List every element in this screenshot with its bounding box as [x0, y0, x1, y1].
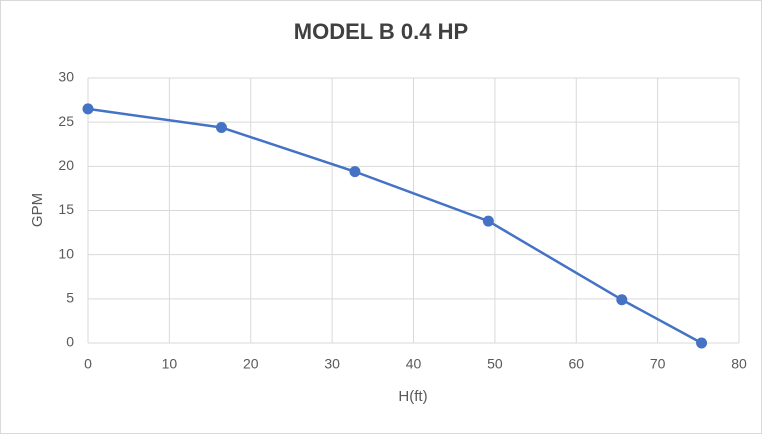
x-tick-label: 70	[650, 356, 666, 372]
data-point	[482, 215, 494, 227]
x-tick-label: 40	[406, 356, 422, 372]
x-tick-label: 20	[243, 356, 259, 372]
data-point	[82, 103, 94, 115]
x-tick-label: 10	[162, 356, 178, 372]
y-tick-label: 5	[66, 290, 74, 306]
series-line	[87, 107, 703, 345]
y-tick-label: 0	[66, 334, 74, 350]
x-tick-label: 50	[487, 356, 503, 372]
y-tick-label: 20	[58, 157, 74, 173]
y-tick-label: 10	[58, 245, 74, 261]
data-point	[616, 294, 628, 306]
x-tick-label: 80	[731, 356, 747, 372]
chart-title: MODEL B 0.4 HP	[294, 19, 468, 44]
data-point	[696, 337, 708, 349]
x-tick-label: 60	[568, 356, 584, 372]
y-tick-label: 25	[58, 113, 74, 129]
y-tick-label: 30	[58, 69, 74, 85]
x-axis-label: H(ft)	[398, 388, 427, 405]
x-tick-label: 0	[84, 356, 92, 372]
y-axis-label: GPM	[29, 193, 46, 227]
x-tick-label: 30	[324, 356, 340, 372]
y-tick-label: 15	[58, 201, 74, 217]
data-point	[349, 166, 361, 178]
data-point	[215, 121, 227, 133]
